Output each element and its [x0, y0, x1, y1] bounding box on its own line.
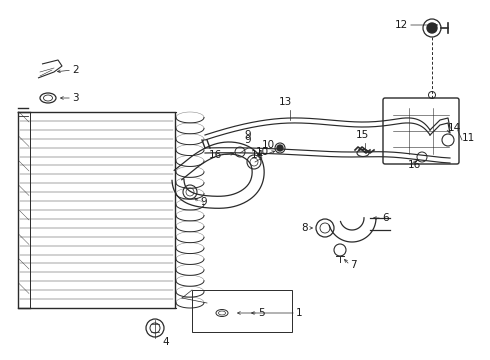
Text: 8: 8 [301, 223, 308, 233]
Text: 6: 6 [382, 213, 389, 223]
Text: 12: 12 [395, 20, 408, 30]
Text: 3: 3 [72, 93, 78, 103]
Text: 2: 2 [72, 65, 78, 75]
Text: 7: 7 [350, 260, 357, 270]
Text: 15: 15 [355, 130, 368, 140]
Text: 9: 9 [245, 130, 251, 140]
Text: 9: 9 [245, 135, 251, 145]
Text: 14: 14 [251, 150, 264, 160]
Bar [192, 290, 292, 332]
Text: 16: 16 [408, 160, 421, 170]
Text: 11: 11 [462, 133, 475, 143]
Circle shape [427, 23, 437, 33]
Text: 13: 13 [278, 97, 292, 107]
Text: 16: 16 [209, 150, 222, 160]
Text: 10: 10 [262, 140, 275, 150]
Text: 5: 5 [258, 308, 265, 318]
Text: 10: 10 [255, 147, 269, 157]
Text: 14: 14 [448, 123, 461, 133]
Text: 1: 1 [296, 308, 303, 318]
Text: 4: 4 [162, 337, 169, 347]
Circle shape [277, 145, 283, 151]
Text: 9: 9 [200, 197, 207, 207]
